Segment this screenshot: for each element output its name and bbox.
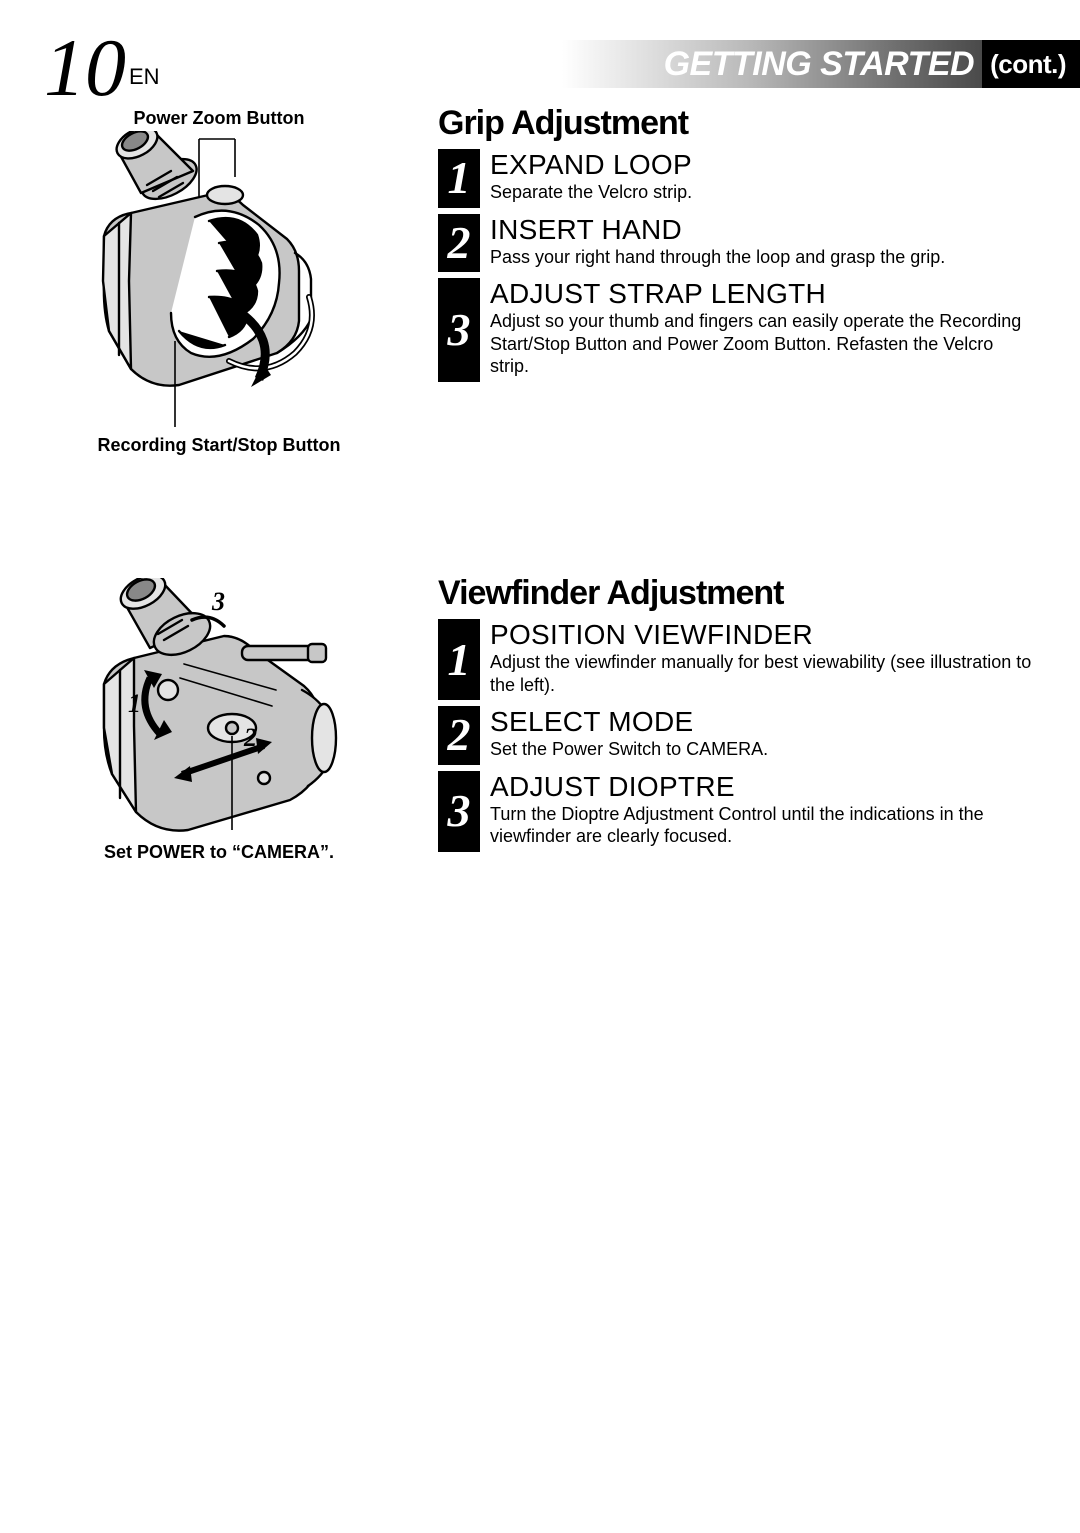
section-grip: Power Zoom Button: [0, 96, 1080, 456]
step-num-box: 1: [438, 619, 480, 700]
step-heading: EXPAND LOOP: [490, 149, 1034, 181]
step-text: Separate the Velcro strip.: [490, 181, 1034, 204]
grip-steps: Grip Adjustment 1 EXPAND LOOP Separate t…: [438, 104, 1080, 456]
viewfinder-title: Viewfinder Adjustment: [438, 574, 1034, 613]
step-heading: ADJUST STRAP LENGTH: [490, 278, 1034, 310]
step-adjust-dioptre: 3 ADJUST DIOPTRE Turn the Dioptre Adjust…: [438, 771, 1034, 852]
illus-label-3: 3: [211, 587, 225, 616]
section-viewfinder: 1 2 3 Set POWER to “CAMERA”. Viewfinder …: [0, 566, 1080, 863]
step-num: 2: [448, 220, 471, 266]
step-text: Pass your right hand through the loop an…: [490, 246, 1034, 269]
step-text: Turn the Dioptre Adjustment Control unti…: [490, 803, 1034, 848]
step-num: 3: [448, 307, 471, 353]
callout-record-button: Recording Start/Stop Button: [98, 435, 341, 456]
step-heading: ADJUST DIOPTRE: [490, 771, 1034, 803]
step-expand-loop: 1 EXPAND LOOP Separate the Velcro strip.: [438, 149, 1034, 208]
header-title: GETTING STARTED: [664, 45, 974, 84]
step-text: Adjust so your thumb and fingers can eas…: [490, 310, 1034, 378]
step-select-mode: 2 SELECT MODE Set the Power Switch to CA…: [438, 706, 1034, 765]
step-position-viewfinder: 1 POSITION VIEWFINDER Adjust the viewfin…: [438, 619, 1034, 700]
step-text: Set the Power Switch to CAMERA.: [490, 738, 1034, 761]
step-heading: INSERT HAND: [490, 214, 1034, 246]
header-cont-box: (cont.): [982, 40, 1080, 88]
page-language: EN: [129, 64, 160, 90]
step-num: 2: [448, 712, 471, 758]
step-num-box: 2: [438, 706, 480, 765]
step-num-box: 1: [438, 149, 480, 208]
step-num: 1: [448, 155, 471, 201]
illus-label-2: 2: [243, 723, 257, 752]
viewfinder-illustration-col: 1 2 3 Set POWER to “CAMERA”.: [0, 574, 438, 863]
step-heading: POSITION VIEWFINDER: [490, 619, 1034, 651]
grip-illustration: [59, 131, 379, 431]
step-text: Adjust the viewfinder manually for best …: [490, 651, 1034, 696]
step-num: 1: [448, 637, 471, 683]
step-adjust-strap: 3 ADJUST STRAP LENGTH Adjust so your thu…: [438, 278, 1034, 382]
viewfinder-illustration: 1 2 3: [64, 578, 374, 838]
illus-label-1: 1: [128, 689, 141, 718]
step-num-box: 3: [438, 771, 480, 852]
step-num-box: 3: [438, 278, 480, 382]
page-number: 10: [44, 39, 126, 96]
callout-set-power: Set POWER to “CAMERA”.: [104, 842, 334, 863]
viewfinder-steps: Viewfinder Adjustment 1 POSITION VIEWFIN…: [438, 574, 1080, 863]
header-cont: (cont.): [990, 49, 1066, 80]
header-gradient: GETTING STARTED: [562, 40, 982, 88]
step-heading: SELECT MODE: [490, 706, 1034, 738]
grip-illustration-col: Power Zoom Button: [0, 104, 438, 456]
step-insert-hand: 2 INSERT HAND Pass your right hand throu…: [438, 214, 1034, 273]
step-num-box: 2: [438, 214, 480, 273]
step-num: 3: [448, 788, 471, 834]
page-header: 10 EN GETTING STARTED (cont.): [0, 0, 1080, 96]
grip-title: Grip Adjustment: [438, 104, 1034, 143]
callout-power-zoom: Power Zoom Button: [134, 108, 305, 129]
header-title-bar: GETTING STARTED (cont.): [562, 40, 1080, 88]
